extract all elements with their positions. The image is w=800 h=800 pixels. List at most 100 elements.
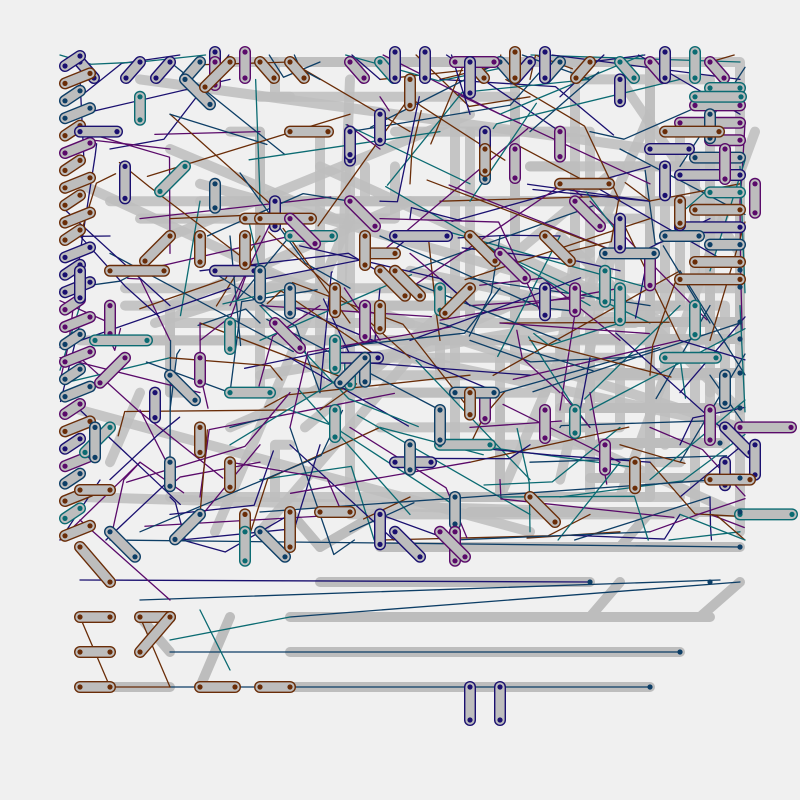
pin-dot <box>62 411 68 417</box>
pin-dot <box>287 310 293 316</box>
pin-dot <box>662 192 668 198</box>
pin-dot <box>452 494 458 500</box>
pin-dot <box>377 326 383 332</box>
connection-wire <box>499 495 649 541</box>
pin-dot <box>301 75 307 81</box>
connection-wire <box>117 409 291 437</box>
pin-dot <box>87 105 93 111</box>
pin-dot <box>677 276 683 282</box>
pin-dot <box>737 319 743 325</box>
pin-capsule-body <box>155 161 190 196</box>
connection-wire-long <box>199 609 231 671</box>
pin-capsule <box>59 50 86 72</box>
connection-wire <box>439 287 621 321</box>
pin-capsule <box>704 473 756 486</box>
pin-dot <box>287 509 293 515</box>
pin-dot <box>92 337 98 343</box>
pin-capsule-body <box>60 173 95 193</box>
pin-capsule <box>344 195 381 233</box>
pin-capsule <box>154 160 191 198</box>
connection-wire <box>439 322 594 372</box>
pin-capsule <box>344 125 356 161</box>
pin-dot <box>677 220 683 226</box>
connection-wire <box>289 461 471 494</box>
connection-wire <box>505 78 621 202</box>
pin-capsule-body <box>285 57 309 83</box>
pin-capsule <box>704 82 746 94</box>
connection-wire <box>529 339 672 378</box>
pin-dot <box>192 397 198 403</box>
pin-dot <box>62 498 68 504</box>
connection-wire <box>79 235 160 318</box>
pin-dot <box>87 140 93 146</box>
pin-dot <box>737 370 743 376</box>
pin-dot <box>77 227 83 233</box>
pin-dot <box>242 49 248 55</box>
pin-dot <box>788 424 794 430</box>
connection-wire <box>679 442 746 498</box>
pin-dot <box>422 49 428 55</box>
pin-capsule <box>194 351 206 388</box>
pin-capsule <box>389 264 426 302</box>
pin-dot <box>707 437 713 443</box>
connection-wire <box>351 54 381 81</box>
pin-capsule <box>344 56 370 84</box>
connection-wire <box>679 270 746 376</box>
connection-wire <box>451 165 651 223</box>
pin-dot <box>62 394 68 400</box>
pin-dot <box>392 459 398 465</box>
pin-dot <box>257 268 263 274</box>
pin-dot <box>62 515 68 522</box>
pin-dot <box>662 49 668 55</box>
connection-wire <box>499 478 675 519</box>
pin-capsule <box>59 363 86 386</box>
pin-capsule <box>74 681 116 693</box>
pin-dot <box>567 258 573 264</box>
pin-capsule-body <box>570 196 605 231</box>
pin-dot <box>632 459 638 465</box>
pin-dot <box>107 614 113 620</box>
connection-wire <box>517 144 591 185</box>
pin-dot <box>152 390 158 396</box>
pin-dot <box>227 459 233 465</box>
pin-dot <box>651 250 657 256</box>
pin-dot <box>491 59 497 65</box>
pin-dot <box>752 442 758 448</box>
pin-dot <box>542 407 548 413</box>
pin-capsule <box>674 195 686 230</box>
pin-dot <box>137 117 143 123</box>
pin-dot <box>182 163 188 169</box>
pin-dot <box>542 435 548 441</box>
connection-wire <box>179 200 201 317</box>
pin-capsule-body <box>60 364 85 384</box>
connection-wire <box>75 128 171 255</box>
pin-dot <box>347 59 353 65</box>
pin-dot <box>172 536 178 543</box>
routing-trace <box>255 352 415 537</box>
connection-wire <box>297 388 411 516</box>
pin-dot <box>62 463 68 469</box>
pin-dot <box>197 379 203 385</box>
pin-dot <box>227 59 233 65</box>
pin-dot <box>392 233 398 239</box>
pin-dot <box>737 544 743 550</box>
connection-wire <box>439 78 615 136</box>
pin-dot <box>77 436 83 442</box>
connection-wire <box>483 426 621 486</box>
pin-dot <box>696 233 702 239</box>
pin-dot <box>337 380 343 386</box>
pin-capsule <box>434 525 471 563</box>
pin-dot <box>557 154 563 160</box>
pin-capsule <box>104 264 170 277</box>
connection-wire <box>349 69 543 133</box>
pin-capsule <box>59 224 86 246</box>
pin-dot <box>482 129 488 135</box>
pin-capsule <box>74 541 116 588</box>
pin-dot <box>686 146 692 152</box>
pin-dot <box>617 216 623 222</box>
pin-capsule <box>329 334 341 375</box>
connection-wire-long <box>289 581 741 618</box>
pin-dot <box>737 284 743 290</box>
connection-wire <box>516 329 561 394</box>
connection-wire <box>559 433 746 498</box>
